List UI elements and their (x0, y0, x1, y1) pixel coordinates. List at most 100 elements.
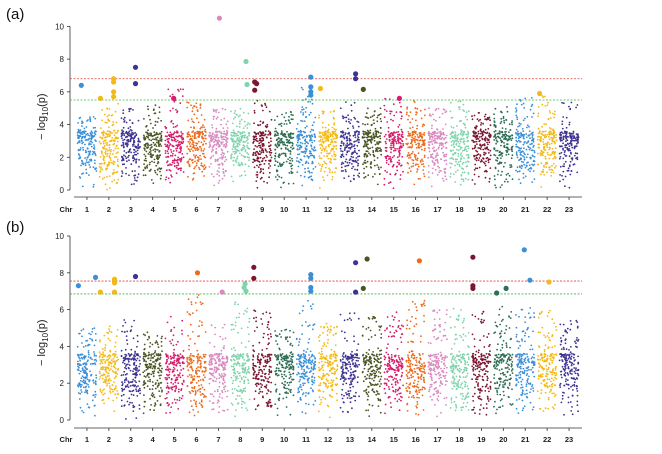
snp-point (214, 160, 217, 163)
chromosome-22-points (536, 95, 558, 188)
snp-point (255, 173, 258, 176)
snp-point (259, 134, 261, 137)
snp-point (383, 116, 386, 118)
snp-point (221, 138, 224, 141)
chromosome-2-points (98, 325, 120, 413)
snp-point (268, 110, 271, 113)
snp-point (256, 140, 259, 143)
snp-point (296, 141, 299, 144)
snp-point (114, 393, 117, 396)
snp-point (386, 121, 389, 123)
snp-point (297, 130, 300, 133)
snp-point (172, 153, 174, 155)
snp-point (301, 106, 304, 108)
snp-point (576, 171, 579, 174)
snp-point (276, 131, 279, 134)
snp-point (374, 143, 377, 146)
snp-point (529, 137, 531, 140)
snp-point (454, 164, 456, 167)
snp-point (376, 148, 378, 151)
snp-point (254, 152, 257, 155)
snp-point (85, 126, 88, 128)
snp-point (423, 173, 425, 175)
snp-point (108, 362, 111, 364)
snp-point (133, 136, 136, 139)
snp-point (449, 110, 452, 113)
snp-point (323, 170, 326, 173)
snp-point (452, 149, 454, 152)
snp-point (309, 111, 312, 114)
snp-point (280, 133, 283, 136)
snp-point (303, 175, 306, 178)
snp-point (87, 134, 90, 137)
snp-point (399, 178, 402, 181)
snp-point (536, 152, 539, 155)
snp-point (371, 146, 374, 149)
snp-point (506, 143, 508, 146)
snp-point (223, 143, 226, 146)
snp-point (423, 144, 426, 147)
y-tick-label: 6 (60, 88, 65, 97)
snp-point (259, 153, 262, 156)
snp-point (243, 120, 246, 123)
snp-point (367, 174, 370, 177)
snp-point (137, 137, 140, 140)
snp-point (377, 150, 379, 153)
snp-point (521, 165, 524, 168)
snp-point (493, 175, 496, 177)
snp-point (152, 372, 155, 375)
snp-point (276, 146, 279, 149)
snp-point (158, 156, 161, 159)
x-axis-prefix: Chr (60, 205, 73, 214)
snp-point (497, 162, 499, 165)
snp-point (478, 147, 481, 150)
snp-point (539, 138, 542, 141)
snp-point (457, 161, 460, 164)
snp-point (115, 396, 118, 399)
snp-point (78, 117, 81, 120)
snp-point (460, 158, 462, 161)
snp-point (340, 170, 343, 172)
snp-point (152, 154, 155, 156)
snp-point (562, 147, 564, 150)
snp-point (204, 137, 207, 140)
snp-point (554, 166, 556, 169)
snp-point (515, 139, 518, 142)
snp-point (326, 155, 329, 158)
snp-point (196, 117, 198, 119)
snp-point (93, 327, 96, 329)
snp-point (467, 153, 469, 156)
snp-point (483, 151, 485, 154)
snp-point (134, 372, 137, 375)
snp-point (127, 386, 130, 388)
snp-point (143, 405, 146, 408)
snp-point (517, 125, 519, 128)
snp-point (94, 390, 97, 393)
snp-point (266, 136, 268, 139)
snp-point (210, 150, 213, 153)
snp-point (143, 153, 146, 156)
snp-point (82, 379, 85, 382)
snp-point (164, 150, 167, 152)
significant-snp-point (308, 92, 314, 98)
snp-point (552, 129, 554, 132)
snp-point (486, 138, 489, 140)
snp-point (108, 325, 111, 328)
snp-point (332, 138, 335, 140)
snp-point (116, 329, 119, 331)
snp-point (112, 169, 115, 171)
snp-point (148, 337, 151, 339)
snp-point (134, 352, 136, 354)
snp-point (366, 123, 369, 125)
snp-point (234, 116, 237, 119)
snp-point (128, 174, 130, 177)
significant-snp-point (317, 85, 323, 92)
snp-point (392, 187, 395, 190)
snp-point (402, 144, 405, 147)
snp-point (154, 350, 157, 352)
snp-point (216, 109, 218, 111)
snp-point (452, 126, 455, 129)
snp-point (428, 143, 430, 146)
snp-point (136, 334, 139, 337)
snp-point (213, 141, 215, 144)
